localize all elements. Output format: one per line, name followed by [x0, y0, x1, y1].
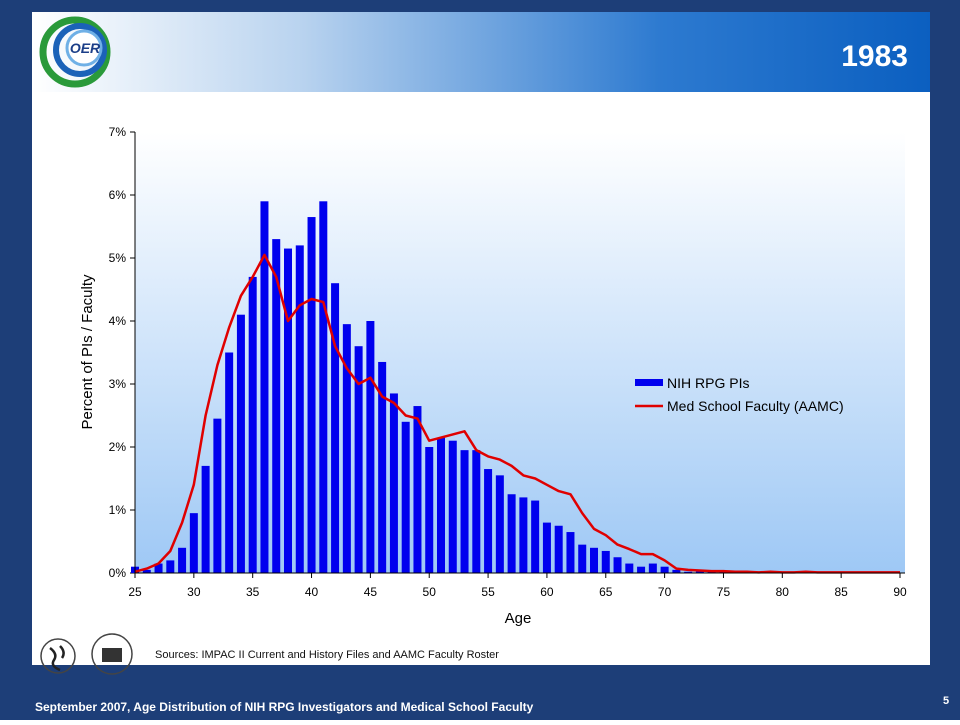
- footer: September 2007, Age Distribution of NIH …: [35, 700, 534, 714]
- bar: [613, 557, 622, 573]
- bar: [707, 571, 716, 573]
- bar: [684, 571, 693, 573]
- bar: [625, 563, 634, 573]
- bar: [236, 314, 245, 573]
- page-number: 5: [943, 695, 949, 707]
- bar: [460, 450, 469, 573]
- bar: [225, 352, 234, 573]
- legend-swatch: [635, 379, 663, 386]
- bar: [484, 469, 493, 573]
- logo-text: OER: [70, 40, 101, 56]
- x-tick-label: 60: [540, 585, 554, 599]
- chart: 0% 1% 2% 3% 4% 5% 6% 7% 25 30 35 40 45 50 55 60 65 70 75 80…: [109, 125, 907, 599]
- y-tick-label: 2%: [109, 440, 127, 454]
- y-tick-label: 0%: [109, 566, 127, 580]
- legend-label: NIH RPG PIs: [667, 375, 749, 391]
- bar: [178, 547, 187, 573]
- bar: [660, 566, 669, 573]
- bar: [154, 563, 163, 573]
- bar: [495, 475, 504, 573]
- bar: [542, 522, 551, 573]
- x-tick-label: 35: [246, 585, 260, 599]
- x-tick-label: 90: [893, 585, 907, 599]
- agency-logos: [40, 633, 133, 675]
- bar: [342, 324, 351, 573]
- bar: [472, 450, 481, 573]
- bar: [589, 547, 599, 573]
- y-tick-label: 6%: [109, 188, 127, 202]
- y-axis-label: Percent of PIs / Faculty: [79, 274, 96, 430]
- header-bar: [32, 12, 930, 92]
- bar: [719, 571, 728, 573]
- y-tick-label: 4%: [109, 314, 127, 328]
- bar: [531, 500, 540, 573]
- bar: [142, 569, 151, 573]
- x-tick-label: 25: [128, 585, 142, 599]
- bar: [448, 440, 457, 573]
- bar: [425, 447, 434, 573]
- x-tick-label: 40: [305, 585, 319, 599]
- bar: [295, 245, 304, 573]
- bar: [554, 525, 563, 573]
- bar: [401, 421, 410, 573]
- x-tick-label: 70: [658, 585, 672, 599]
- x-tick-label: 30: [187, 585, 201, 599]
- bar: [648, 563, 657, 573]
- bar: [189, 513, 198, 573]
- x-tick-label: 65: [599, 585, 613, 599]
- x-tick-label: 55: [481, 585, 495, 599]
- x-tick-label: 85: [834, 585, 848, 599]
- x-tick-label: 80: [776, 585, 790, 599]
- x-axis-label: Age: [505, 610, 532, 627]
- line: [134, 253, 900, 574]
- bar: [166, 560, 175, 573]
- sources: Sources: IMPAC II Current and History Fi…: [155, 649, 499, 661]
- bar: [378, 361, 387, 573]
- bar: [331, 283, 340, 573]
- bar: [319, 201, 328, 574]
- y-tick-label: 7%: [109, 125, 127, 139]
- bar: [248, 276, 257, 573]
- bar: [354, 346, 363, 573]
- bar: [201, 465, 210, 573]
- y-tick-label: 3%: [109, 377, 127, 391]
- bar: [436, 437, 446, 573]
- x-tick-label: 75: [717, 585, 731, 599]
- y-tick-label: 5%: [109, 251, 127, 265]
- bar: [283, 248, 293, 574]
- x-tick-label: 45: [364, 585, 378, 599]
- bar: [272, 239, 281, 573]
- chart-title: 1983: [841, 40, 908, 73]
- y-tick-label: 1%: [109, 503, 127, 517]
- bar: [637, 566, 646, 573]
- x-tick-label: 50: [423, 585, 437, 599]
- oer-logo: OER: [39, 16, 111, 88]
- bar: [507, 494, 516, 573]
- bar: [601, 550, 610, 573]
- legend-label: Med School Faculty (AAMC): [667, 398, 844, 414]
- bar: [519, 497, 528, 573]
- bar: [366, 321, 375, 573]
- bar: [260, 201, 269, 574]
- bar: [307, 217, 316, 574]
- bar: [672, 569, 681, 573]
- bar: [566, 532, 575, 573]
- bar: [389, 393, 398, 573]
- bar: [413, 406, 422, 573]
- bar: [213, 418, 222, 573]
- bar: [578, 544, 587, 573]
